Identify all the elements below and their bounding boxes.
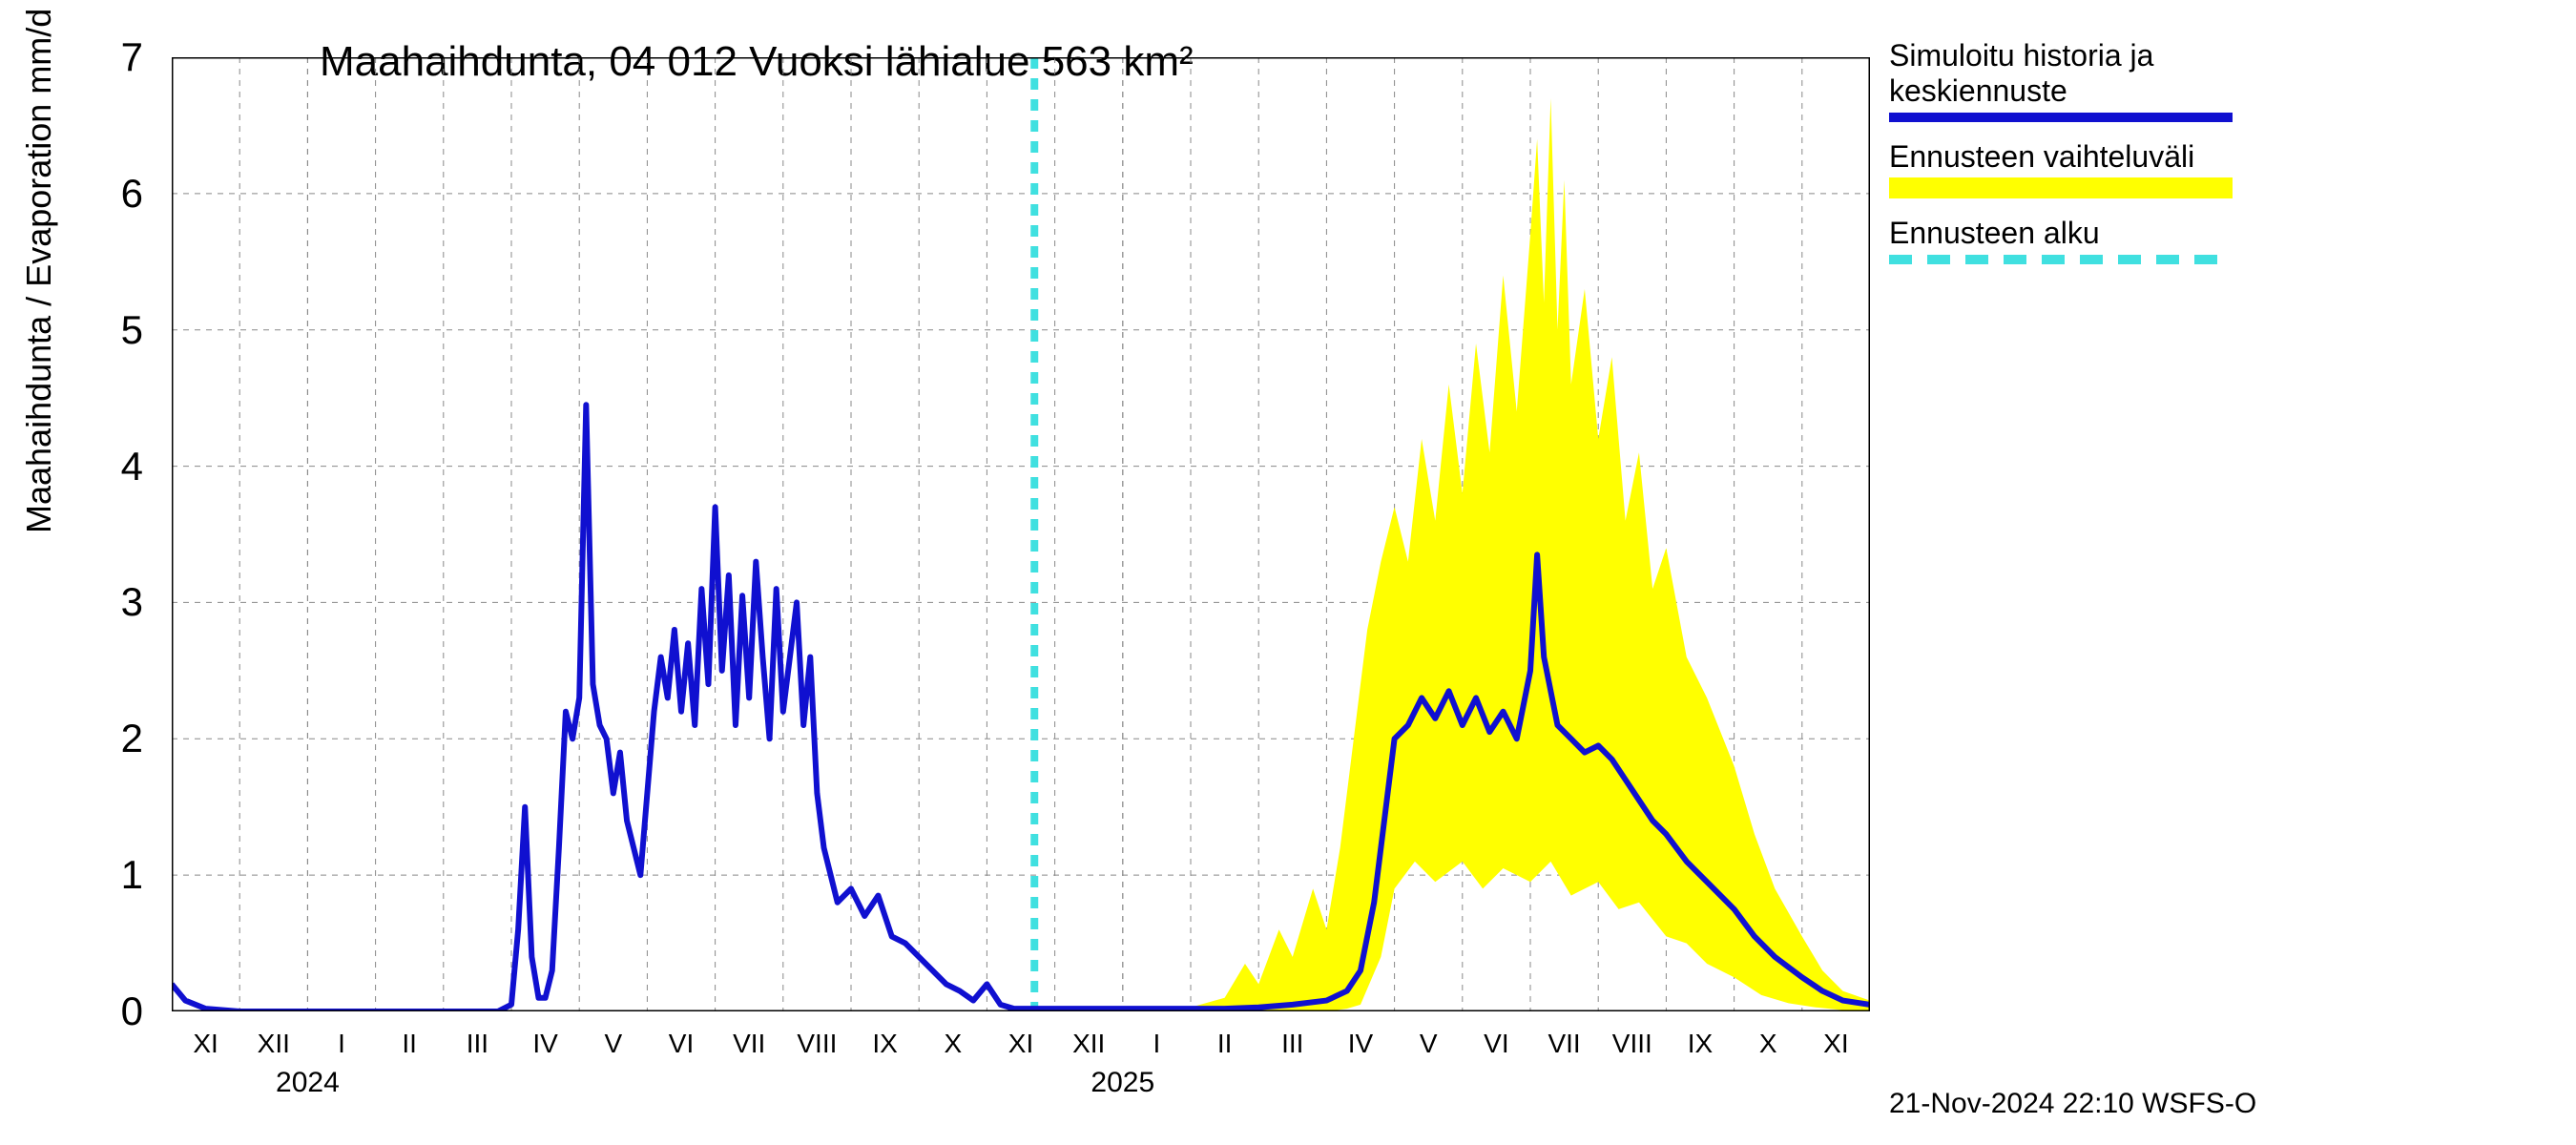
x-tick-label: V — [604, 1029, 622, 1059]
x-tick-label: IV — [1348, 1029, 1373, 1059]
x-tick-label: II — [402, 1029, 417, 1059]
y-tick-label: 6 — [105, 171, 143, 217]
legend-entry-band: Ennusteen vaihteluväli — [1889, 139, 2557, 199]
legend-label: keskiennuste — [1889, 73, 2557, 109]
legend-label: Ennusteen alku — [1889, 216, 2557, 251]
y-tick-label: 2 — [105, 716, 143, 761]
y-axis-title: Maahaihdunta / Evaporation mm/d — [19, 9, 59, 533]
x-tick-label: XI — [1823, 1029, 1848, 1059]
x-tick-label: X — [944, 1029, 962, 1059]
legend-entry-history: Simuloitu historia ja keskiennuste — [1889, 38, 2557, 122]
plot-svg — [172, 57, 1870, 1011]
x-tick-label: V — [1420, 1029, 1438, 1059]
y-tick-label: 0 — [105, 989, 143, 1034]
x-tick-label: VI — [669, 1029, 694, 1059]
x-tick-label: X — [1759, 1029, 1777, 1059]
x-tick-label: VIII — [1612, 1029, 1652, 1059]
x-tick-label: IX — [1688, 1029, 1713, 1059]
legend-swatch-line — [1889, 113, 2233, 122]
x-tick-label: XI — [1008, 1029, 1033, 1059]
y-tick-label: 3 — [105, 579, 143, 625]
y-tick-label: 1 — [105, 852, 143, 898]
y-tick-label: 5 — [105, 307, 143, 353]
y-tick-label: 4 — [105, 444, 143, 489]
x-tick-label: XII — [258, 1029, 290, 1059]
x-tick-label: VII — [733, 1029, 765, 1059]
legend-swatch-dashed — [1889, 255, 2233, 264]
x-tick-label: I — [1153, 1029, 1161, 1059]
x-tick-label: I — [338, 1029, 345, 1059]
x-tick-label: IV — [532, 1029, 557, 1059]
legend-swatch-block — [1889, 177, 2233, 198]
plot-area — [172, 57, 1870, 1011]
x-tick-label: XII — [1072, 1029, 1105, 1059]
x-tick-label: VIII — [797, 1029, 837, 1059]
x-tick-label: III — [467, 1029, 488, 1059]
x-tick-label: VI — [1484, 1029, 1508, 1059]
chart-frame: Maahaihdunta / Evaporation mm/d Maahaihd… — [0, 0, 2576, 1145]
x-tick-label: IX — [872, 1029, 897, 1059]
x-year-label: 2024 — [276, 1067, 340, 1099]
x-tick-label: II — [1217, 1029, 1233, 1059]
x-tick-label: XI — [193, 1029, 218, 1059]
legend-entry-forecast-start: Ennusteen alku — [1889, 216, 2557, 264]
x-tick-label: VII — [1548, 1029, 1580, 1059]
timestamp-label: 21-Nov-2024 22:10 WSFS-O — [1889, 1088, 2256, 1120]
legend-label: Simuloitu historia ja — [1889, 38, 2557, 73]
y-tick-label: 7 — [105, 34, 143, 80]
x-tick-label: III — [1281, 1029, 1303, 1059]
legend-label: Ennusteen vaihteluväli — [1889, 139, 2557, 175]
x-year-label: 2025 — [1091, 1067, 1154, 1099]
legend: Simuloitu historia ja keskiennuste Ennus… — [1889, 38, 2557, 281]
